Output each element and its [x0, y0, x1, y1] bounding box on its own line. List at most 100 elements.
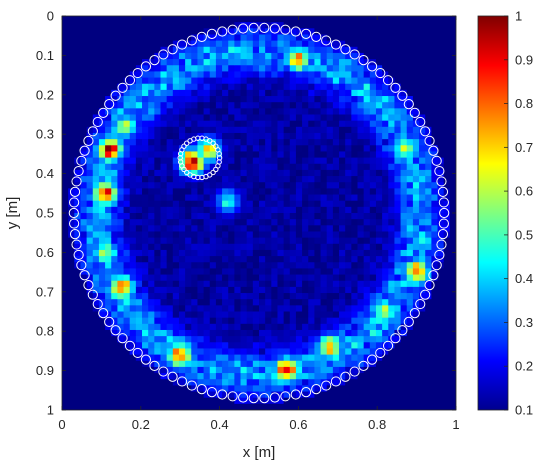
heatmap-cell: [283, 256, 291, 263]
heatmap-cell: [215, 108, 223, 115]
heatmap-cell: [308, 139, 315, 146]
domain-marker: [349, 366, 360, 377]
heatmap-cell: [375, 145, 383, 152]
heatmap-cell: [351, 311, 358, 319]
heatmap-cell: [105, 132, 112, 140]
heatmap-cell: [135, 151, 143, 158]
heatmap-cell: [172, 311, 180, 319]
heatmap-cell: [375, 163, 383, 171]
heatmap-cell: [283, 108, 291, 115]
heatmap-cell: [277, 403, 285, 410]
heatmap-cell: [412, 360, 420, 368]
heatmap-cell: [425, 71, 432, 78]
heatmap-cell: [289, 96, 297, 103]
heatmap-cell: [345, 305, 352, 312]
heatmap-cell: [74, 126, 81, 134]
heatmap-cell: [449, 132, 456, 140]
heatmap-cell: [375, 237, 383, 245]
heatmap-cell: [234, 200, 241, 208]
heatmap-cell: [339, 354, 346, 362]
heatmap-cell: [425, 139, 432, 146]
heatmap-cell: [240, 40, 248, 48]
heatmap-cell: [240, 89, 248, 97]
heatmap-cell: [185, 194, 192, 202]
heatmap-cell: [203, 16, 211, 23]
heatmap-cell: [135, 206, 143, 214]
heatmap-cell: [320, 182, 328, 189]
heatmap-cell: [98, 262, 106, 269]
heatmap-cell: [252, 213, 260, 220]
heatmap-cell: [277, 286, 285, 294]
heatmap-cell: [160, 102, 168, 109]
heatmap-cell: [382, 132, 389, 140]
heatmap-cell: [160, 397, 168, 405]
heatmap-cell: [339, 65, 346, 72]
heatmap-cell: [382, 40, 389, 48]
heatmap-cell: [320, 336, 328, 343]
heatmap-cell: [425, 403, 432, 410]
heatmap-cell: [289, 163, 297, 171]
heatmap-cell: [363, 28, 371, 35]
heatmap-cell: [129, 225, 137, 232]
heatmap-cell: [363, 151, 371, 158]
heatmap-cell: [160, 219, 168, 226]
heatmap-cell: [166, 83, 174, 91]
heatmap-cell: [320, 46, 328, 54]
heatmap-cell: [123, 397, 131, 405]
domain-marker: [409, 107, 420, 118]
heatmap-cell: [394, 89, 401, 97]
heatmap-cell: [419, 22, 426, 29]
heatmap-cell: [357, 139, 365, 146]
heatmap-cell: [339, 213, 346, 220]
heatmap-cell: [222, 145, 229, 152]
heatmap-cell: [437, 237, 445, 245]
heatmap-cell: [425, 188, 432, 195]
heatmap-cell: [228, 46, 235, 54]
heatmap-cell: [154, 317, 161, 325]
heatmap-cell: [252, 280, 260, 288]
domain-marker: [69, 229, 81, 240]
heatmap-cell: [68, 22, 75, 29]
heatmap-cell: [222, 348, 229, 355]
heatmap-cell: [289, 83, 297, 91]
heatmap-cell: [382, 89, 389, 97]
heatmap-cell: [363, 163, 371, 171]
heatmap-cell: [111, 397, 118, 405]
heatmap-cell: [375, 305, 383, 312]
heatmap-cell: [345, 108, 352, 115]
heatmap-cell: [259, 114, 266, 122]
heatmap-cell: [369, 268, 377, 275]
heatmap-cell: [74, 188, 81, 195]
heatmap-cell: [92, 65, 100, 72]
heatmap-cell: [302, 83, 309, 91]
heatmap-cell: [148, 182, 155, 189]
heatmap-cell: [178, 52, 186, 60]
heatmap-cell: [62, 22, 69, 29]
heatmap-cell: [449, 385, 456, 392]
heatmap-cell: [86, 360, 94, 368]
heatmap-cell: [406, 286, 414, 294]
heatmap-cell: [209, 163, 217, 171]
heatmap-cell: [382, 219, 389, 226]
heatmap-cell: [215, 157, 223, 165]
heatmap-cell: [197, 46, 204, 54]
heatmap-cell: [308, 52, 315, 60]
heatmap-cell: [178, 268, 186, 275]
heatmap-cell: [240, 348, 248, 355]
heatmap-cell: [406, 323, 414, 331]
heatmap-cell: [326, 126, 334, 134]
heatmap-cell: [283, 163, 291, 171]
heatmap-cell: [222, 237, 229, 245]
heatmap-cell: [105, 206, 112, 214]
heatmap-cell: [215, 46, 223, 54]
heatmap-cell: [111, 280, 118, 288]
heatmap-cell: [332, 397, 340, 405]
heatmap-cell: [209, 46, 217, 54]
heatmap-cell: [375, 151, 383, 158]
heatmap-cell: [419, 280, 426, 288]
heatmap-cell: [314, 163, 321, 171]
heatmap-cell: [425, 256, 432, 263]
heatmap-cell: [437, 293, 445, 300]
heatmap-cell: [271, 120, 278, 128]
heatmap-cell: [369, 373, 377, 380]
